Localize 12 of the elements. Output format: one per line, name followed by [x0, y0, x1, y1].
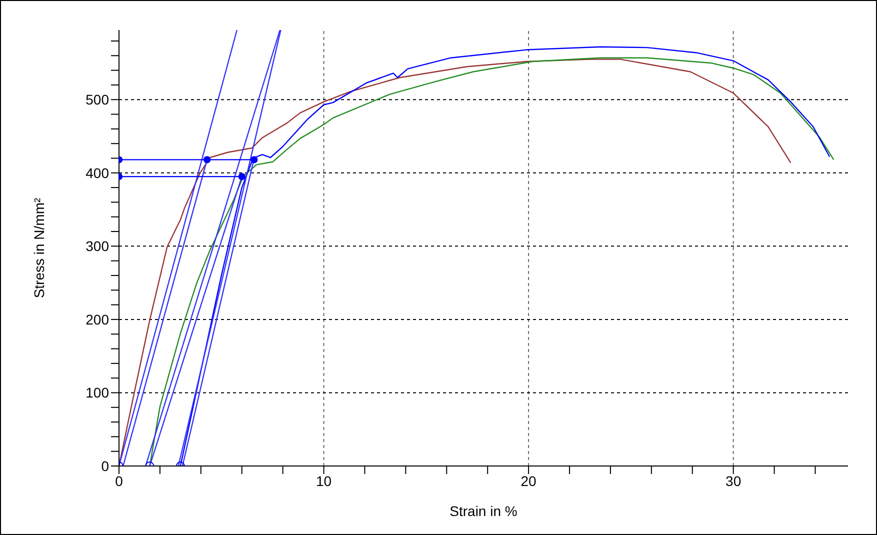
y-tick-label: 200	[86, 311, 110, 328]
x-tick-label: 10	[316, 472, 332, 489]
y-tick-label: 500	[86, 92, 110, 108]
y-tick-label: 400	[86, 164, 110, 181]
x-tick-label: 20	[520, 472, 537, 489]
x-axis-title: Strain in %	[450, 503, 518, 519]
y-tick-label: 0	[101, 458, 110, 474]
y-tick-label: 100	[86, 384, 110, 401]
y-axis-title: Stress in N/mm²	[30, 197, 47, 298]
x-tick-label: 30	[726, 472, 742, 489]
x-tick-label: 0	[115, 472, 124, 489]
y-tick-label: 300	[86, 238, 110, 254]
